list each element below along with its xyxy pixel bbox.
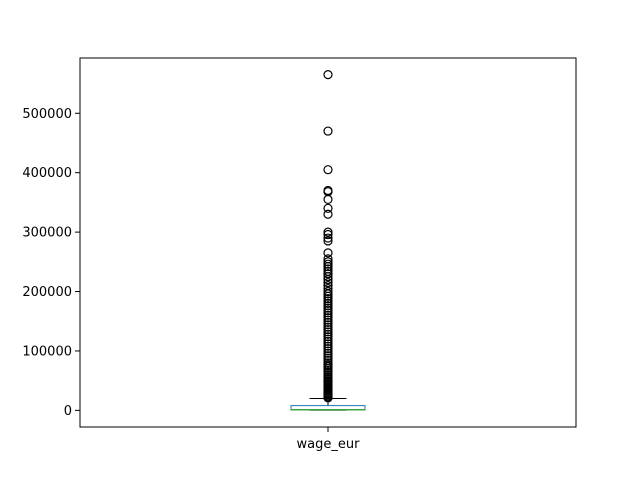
outlier-point	[323, 275, 333, 285]
y-axis: 0 100000 200000 300000 400000 500000	[22, 107, 80, 419]
outlier-point	[323, 294, 333, 304]
outlier-point	[323, 313, 333, 323]
outlier-point	[323, 70, 333, 80]
outlier-point	[323, 348, 333, 358]
outlier-point	[323, 332, 333, 342]
box-group	[290, 397, 366, 411]
outlier-point	[323, 257, 333, 267]
outlier-point	[323, 248, 333, 258]
y-tick-label: 200000	[22, 285, 72, 300]
outlier-point	[323, 227, 333, 237]
outlier-point	[323, 126, 333, 136]
outlier-point	[323, 203, 333, 213]
outlier-point	[323, 320, 333, 330]
outlier-point	[323, 341, 333, 351]
outlier-point	[323, 303, 333, 313]
outlier-point	[323, 334, 333, 344]
outlier-point	[323, 272, 333, 282]
y-tick-label: 300000	[22, 226, 72, 241]
outlier-point	[323, 233, 333, 243]
outlier-point	[323, 393, 333, 403]
iqr-box	[290, 405, 366, 411]
x-axis: wage_eur	[297, 427, 361, 452]
y-tick-label: 500000	[22, 107, 72, 122]
outlier-point	[323, 209, 333, 219]
outlier-point	[323, 278, 333, 288]
outlier-point	[323, 301, 333, 311]
outlier-point	[323, 339, 333, 349]
outlier-point	[323, 322, 333, 332]
outlier-point	[323, 329, 333, 339]
outlier-point	[323, 324, 333, 335]
outlier-point	[323, 229, 333, 240]
outlier-point	[323, 286, 333, 297]
outlier-point	[323, 346, 333, 356]
outlier-point	[323, 165, 333, 175]
outlier-point	[323, 317, 333, 328]
outlier-point	[323, 259, 333, 269]
outlier-point	[323, 298, 333, 309]
outlier-point	[323, 261, 333, 272]
outlier-point	[323, 308, 333, 318]
outlier-point	[323, 296, 333, 306]
outlier-point	[323, 351, 333, 361]
outlier-point	[323, 291, 333, 301]
outlier-point	[323, 289, 333, 299]
outliers-group	[323, 70, 333, 403]
y-tick-label: 0	[64, 404, 72, 419]
outlier-point	[323, 194, 333, 205]
outlier-point	[323, 336, 333, 347]
y-tick-label: 100000	[22, 344, 72, 359]
outlier-point	[323, 305, 333, 316]
outlier-point	[323, 236, 333, 246]
y-tick-label: 400000	[22, 166, 72, 181]
outlier-point	[323, 327, 333, 337]
outlier-point	[323, 315, 333, 325]
outlier-point	[323, 269, 333, 279]
outlier-point	[323, 343, 333, 354]
outlier-point	[323, 310, 333, 320]
x-tick-label: wage_eur	[297, 437, 361, 452]
